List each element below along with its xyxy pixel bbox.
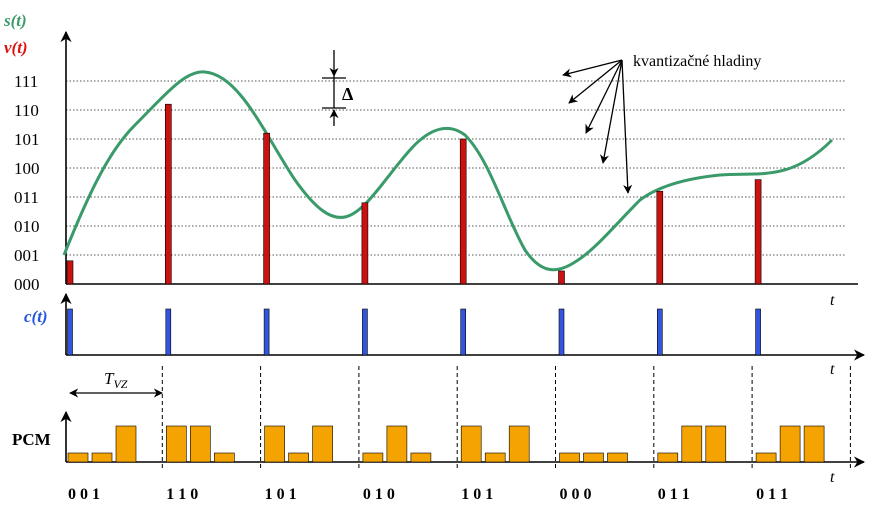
pam-sample xyxy=(459,138,467,285)
delta-annotation xyxy=(322,50,346,126)
clock-pulse xyxy=(362,308,368,356)
pcm-bit xyxy=(91,452,113,463)
level-label-011: 011 xyxy=(14,188,39,207)
pam-sample xyxy=(263,132,270,285)
level-label-111: 111 xyxy=(14,72,38,91)
pcm-bit xyxy=(657,452,679,463)
c-t-label: c(t) xyxy=(24,307,48,326)
pcm-bit xyxy=(583,452,604,463)
s-t-label: s(t) xyxy=(3,11,27,30)
pcm-bit xyxy=(214,452,235,463)
pam-samples xyxy=(66,103,762,285)
level-label-000: 000 xyxy=(14,275,40,294)
pcm-bit xyxy=(288,452,309,463)
pcm-code: 0 1 1 xyxy=(756,486,788,503)
pam-sample xyxy=(558,270,565,285)
clock-pulse xyxy=(755,308,761,356)
pcm-bit xyxy=(115,425,137,463)
pcm-bit xyxy=(410,452,432,463)
pcm-code: 1 1 0 xyxy=(166,486,198,503)
pcm-bit xyxy=(264,425,285,463)
pcm-bit xyxy=(67,452,89,463)
clock-pulse xyxy=(67,308,73,356)
pcm-bit xyxy=(803,425,825,463)
v-t-label: v(t) xyxy=(4,38,28,57)
clock-pulse xyxy=(460,308,467,356)
pcm-bit xyxy=(508,425,530,463)
clock-pulse xyxy=(656,308,663,356)
annotation-label: kvantizačné hladiny xyxy=(633,53,761,70)
level-label-100: 100 xyxy=(14,159,40,178)
pam-sample xyxy=(361,202,369,285)
clock-pulse xyxy=(263,308,270,356)
level-label-101: 101 xyxy=(14,130,40,149)
t-label-pcm: t xyxy=(830,469,835,486)
pcm-bit xyxy=(607,452,628,463)
pam-sample xyxy=(754,179,762,285)
clock-pulses xyxy=(67,308,761,356)
pcm-bit xyxy=(705,425,727,463)
pcm-codes: 0 0 1 1 1 0 1 0 1 0 1 0 1 0 1 0 0 0 0 1 1 0 1 1 xyxy=(68,486,788,503)
level-label-110: 110 xyxy=(14,101,39,120)
frame-dividers xyxy=(161,366,851,470)
pcm-code: 0 0 1 xyxy=(68,486,100,503)
level-labels: 000 001 010 011 100 101 110 111 xyxy=(14,72,40,294)
pcm-bit xyxy=(755,452,777,463)
pcm-bit xyxy=(779,425,801,463)
pam-sample xyxy=(165,103,172,285)
pcm-code: 1 0 1 xyxy=(461,486,493,503)
pam-sample xyxy=(656,190,664,285)
tvz-label: TVZ xyxy=(104,369,128,391)
pcm-code: 1 0 1 xyxy=(265,486,297,503)
delta-label: Δ xyxy=(342,84,353,104)
pcm-bit xyxy=(190,425,211,463)
level-label-001: 001 xyxy=(14,246,40,265)
annotation-arrows xyxy=(562,59,633,194)
clock-pulse xyxy=(558,308,565,356)
signal-curve-s-t xyxy=(62,70,834,272)
pcm-bit xyxy=(559,452,580,463)
pcm-code: 0 1 0 xyxy=(363,486,395,503)
pcm-bits xyxy=(67,425,825,463)
pcm-label: PCM xyxy=(12,430,51,449)
pam-sample xyxy=(66,260,74,285)
pcm-code: 0 0 0 xyxy=(560,486,592,503)
pcm-bit xyxy=(362,452,384,463)
pcm-bit xyxy=(484,452,506,463)
pcm-bit xyxy=(312,425,333,463)
t-label-top: t xyxy=(830,292,835,309)
quantization-grid xyxy=(66,80,846,256)
pcm-bit xyxy=(386,425,408,463)
pcm-bit xyxy=(166,425,187,463)
level-label-010: 010 xyxy=(14,217,40,236)
pcm-bit xyxy=(460,425,482,463)
clock-pulse xyxy=(165,308,172,356)
pcm-bit xyxy=(681,425,703,463)
t-label-clock: t xyxy=(830,361,835,378)
pcm-code: 0 1 1 xyxy=(658,486,690,503)
